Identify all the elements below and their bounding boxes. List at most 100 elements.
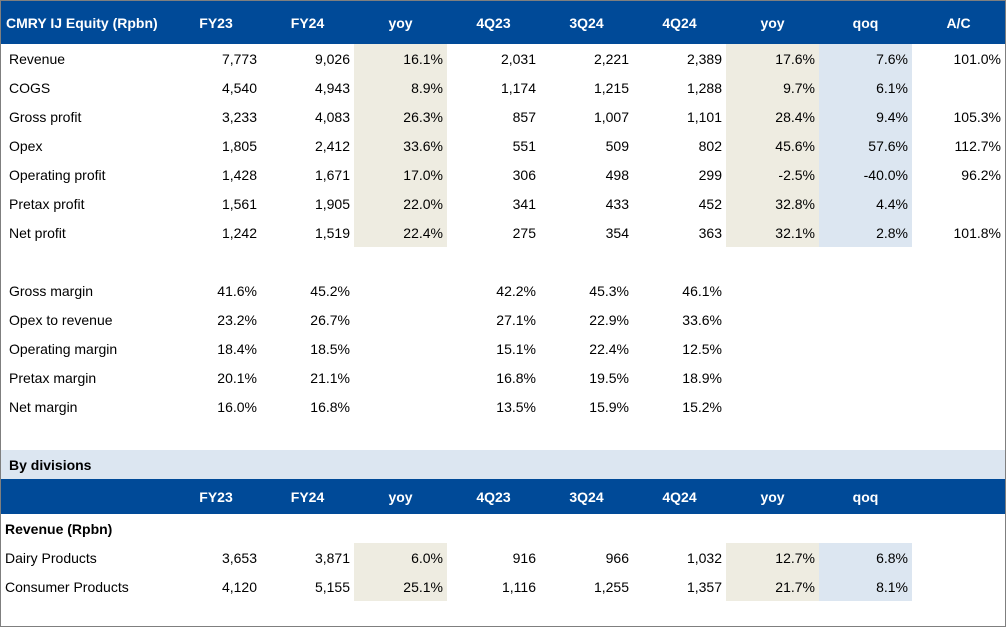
table-cell: 2,412 <box>314 137 350 154</box>
row-label: Pretax margin <box>9 369 97 386</box>
table-cell <box>912 543 1005 572</box>
table-cell: 22.4% <box>589 340 629 357</box>
empty-cell <box>633 514 726 543</box>
table-cell: 4,083 <box>314 108 350 125</box>
row-label: Revenue <box>9 50 66 67</box>
table-cell: 27.1% <box>496 311 536 328</box>
column-header: 3Q24 <box>540 1 633 44</box>
table-cell: 25.1% <box>354 572 447 601</box>
empty-cell <box>447 450 540 479</box>
table-cell <box>819 276 912 305</box>
table-row: Revenue 7,773 9,026 16.1% 2,031 2,221 2,389 17.… <box>1 44 1005 73</box>
empty-cell <box>261 514 354 543</box>
table-cell: 19.5% <box>589 369 629 386</box>
table-cell: 3,653 <box>221 549 257 566</box>
table-cell: 13.5% <box>496 398 536 415</box>
row-label: Pretax profit <box>9 195 85 212</box>
margin-row: Pretax margin 20.1% 21.1% 16.8% 19.5% 18.9% <box>1 363 1005 392</box>
spacer-row <box>1 421 1005 450</box>
table-cell <box>912 305 1005 334</box>
empty-cell <box>912 421 1005 450</box>
empty-cell <box>447 514 540 543</box>
column-header: 4Q24 <box>633 1 726 44</box>
empty-cell <box>354 514 447 543</box>
margin-row: Gross margin 41.6% 45.2% 42.2% 45.3% 46.1% <box>1 276 1005 305</box>
margin-row: Net margin 16.0% 16.8% 13.5% 15.9% 15.2% <box>1 392 1005 421</box>
table-cell: 46.1% <box>682 282 722 299</box>
table-cell: 2.8% <box>819 218 912 247</box>
table-cell: 17.6% <box>726 44 819 73</box>
table-cell: 1,255 <box>593 578 629 595</box>
row-label: Opex <box>9 137 43 154</box>
table-cell: 6.8% <box>819 543 912 572</box>
table-cell <box>354 305 447 334</box>
table-row: Operating profit 1,428 1,671 17.0% 306 498 299… <box>1 160 1005 189</box>
empty-cell <box>540 450 633 479</box>
table-cell: 3,871 <box>314 549 350 566</box>
table-cell: 22.4% <box>354 218 447 247</box>
table-cell: 20.1% <box>217 369 257 386</box>
section-heading-row: By divisions <box>1 450 1005 479</box>
empty-cell <box>819 247 912 276</box>
column-header: qoq <box>819 479 912 514</box>
table-cell: 22.9% <box>589 311 629 328</box>
table-row: Opex 1,805 2,412 33.6% 551 509 802 45.6% 57.6% 11… <box>1 131 1005 160</box>
table-cell: 1,032 <box>686 549 722 566</box>
subheading-row: Revenue (Rpbn) <box>1 514 1005 543</box>
table-cell: 45.6% <box>726 131 819 160</box>
empty-cell <box>819 421 912 450</box>
table-cell: 32.8% <box>726 189 819 218</box>
empty-cell <box>1 421 171 450</box>
table-cell: 8.9% <box>354 73 447 102</box>
table-cell: 45.2% <box>310 282 350 299</box>
table-cell: 96.2% <box>961 166 1001 183</box>
empty-cell <box>912 514 1005 543</box>
table-cell: 1,101 <box>686 108 722 125</box>
margin-row: Opex to revenue 23.2% 26.7% 27.1% 22.9% 33.6% <box>1 305 1005 334</box>
table-cell: 7.6% <box>819 44 912 73</box>
table-cell: 1,357 <box>686 578 722 595</box>
table-cell <box>726 334 819 363</box>
row-label: Operating profit <box>9 166 106 183</box>
table-cell: 7,773 <box>221 50 257 67</box>
empty-cell <box>633 421 726 450</box>
empty-cell <box>540 247 633 276</box>
table-cell: 15.2% <box>682 398 722 415</box>
table-cell: 16.0% <box>217 398 257 415</box>
table-cell: 4.4% <box>819 189 912 218</box>
table-cell: 6.1% <box>819 73 912 102</box>
empty-cell <box>354 421 447 450</box>
margin-row: Operating margin 18.4% 18.5% 15.1% 22.4% 12.5… <box>1 334 1005 363</box>
table-cell: 452 <box>698 195 722 212</box>
table-cell <box>726 276 819 305</box>
empty-cell <box>540 514 633 543</box>
row-label: Net profit <box>9 224 66 241</box>
table-cell: 1,519 <box>314 224 350 241</box>
empty-cell <box>354 450 447 479</box>
empty-cell <box>912 450 1005 479</box>
table-cell: 21.7% <box>726 572 819 601</box>
table-cell <box>354 276 447 305</box>
table-cell: 802 <box>698 137 722 154</box>
table-cell: 6.0% <box>354 543 447 572</box>
column-header: FY24 <box>261 1 354 44</box>
table-cell: 2,031 <box>500 50 536 67</box>
table-cell: 16.8% <box>496 369 536 386</box>
table-cell: 1,905 <box>314 195 350 212</box>
table-cell <box>912 572 1005 601</box>
table-cell: 2,389 <box>686 50 722 67</box>
column-header <box>1 479 171 514</box>
empty-cell <box>633 450 726 479</box>
table-cell <box>912 363 1005 392</box>
table-cell: 341 <box>512 195 536 212</box>
empty-cell <box>540 421 633 450</box>
column-header: qoq <box>819 1 912 44</box>
table-cell: 42.2% <box>496 282 536 299</box>
table-row: Gross profit 3,233 4,083 26.3% 857 1,007 1,101… <box>1 102 1005 131</box>
table-cell: 1,215 <box>593 79 629 96</box>
table-cell: 41.6% <box>217 282 257 299</box>
table-cell <box>819 363 912 392</box>
table-cell: 9.4% <box>819 102 912 131</box>
table-cell: 18.9% <box>682 369 722 386</box>
spacer-row <box>1 247 1005 276</box>
